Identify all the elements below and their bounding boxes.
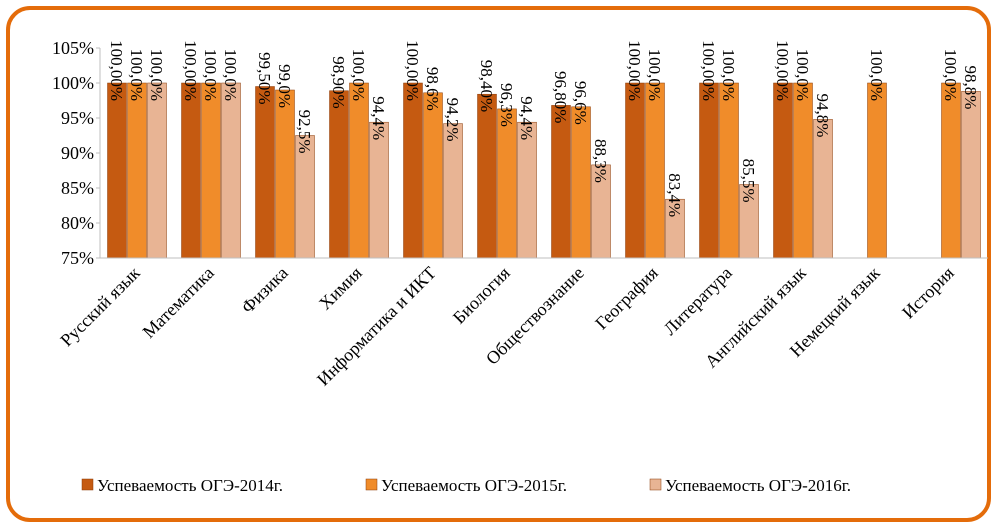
bar (329, 90, 349, 259)
bar (645, 82, 665, 259)
data-label: 100,00% (773, 40, 792, 101)
bar (107, 82, 127, 259)
data-label: 100,0% (867, 49, 886, 101)
y-tick-label: 95% (61, 108, 94, 128)
data-label: 100,0% (941, 49, 960, 101)
bar (773, 82, 793, 259)
data-label: 88,3% (591, 139, 610, 183)
bar (867, 82, 887, 259)
bar (793, 82, 813, 259)
bar (699, 82, 719, 259)
legend-marker (649, 478, 662, 491)
data-label: 100,0% (793, 49, 812, 101)
bar (369, 121, 389, 259)
bar (517, 121, 537, 259)
bar (275, 89, 295, 259)
data-label: 83,4% (665, 173, 684, 217)
data-label: 96,6% (571, 81, 590, 125)
data-label: 99,50% (255, 52, 274, 104)
bar (941, 82, 961, 259)
y-tick-label: 105% (52, 38, 94, 58)
legend-label: Успеваемость ОГЭ-2014г. (97, 476, 283, 495)
data-label: 92,5% (295, 110, 314, 154)
data-label: 96,80% (551, 71, 570, 123)
data-label: 100,0% (221, 49, 240, 101)
bar (813, 119, 833, 259)
y-tick-label: 100% (52, 73, 94, 93)
bar (961, 91, 981, 259)
data-label: 100,00% (181, 40, 200, 101)
bar (349, 82, 369, 259)
data-label: 100,0% (127, 49, 146, 101)
y-tick-label: 90% (61, 143, 94, 163)
data-label: 100,0% (147, 49, 166, 101)
y-tick-label: 80% (61, 213, 94, 233)
legend-label: Успеваемость ОГЭ-2016г. (665, 476, 851, 495)
data-label: 94,4% (369, 96, 388, 140)
data-label: 94,4% (517, 96, 536, 140)
bar (423, 92, 443, 259)
data-label: 98,6% (423, 67, 442, 111)
bar (403, 82, 423, 259)
bar (571, 106, 591, 259)
legend-label: Успеваемость ОГЭ-2015г. (381, 476, 567, 495)
data-label: 98,90% (329, 56, 348, 108)
bar (295, 135, 315, 259)
data-label: 100,0% (719, 49, 738, 101)
data-label: 85,5% (739, 159, 758, 203)
bar (221, 82, 241, 259)
y-tick-label: 75% (61, 248, 94, 268)
data-label: 100,00% (699, 40, 718, 101)
bar (201, 82, 221, 259)
bar (443, 123, 463, 259)
bar (127, 82, 147, 259)
bar (719, 82, 739, 259)
bar (551, 105, 571, 259)
data-label: 99,0% (275, 64, 294, 108)
chart-frame (6, 6, 991, 522)
data-label: 98,8% (961, 65, 980, 109)
data-label: 94,8% (813, 93, 832, 137)
data-label: 100,0% (645, 49, 664, 101)
bar (181, 82, 201, 259)
data-label: 100,0% (201, 49, 220, 101)
data-label: 94,2% (443, 98, 462, 142)
bar (147, 82, 167, 259)
data-label: 100,00% (403, 40, 422, 101)
data-label: 100,00% (107, 40, 126, 101)
y-tick-label: 85% (61, 178, 94, 198)
bar (625, 82, 645, 259)
data-label: 98,40% (477, 60, 496, 112)
data-label: 100,00% (625, 40, 644, 101)
bar (255, 86, 275, 259)
bar (477, 93, 497, 259)
legend-marker (365, 478, 378, 491)
bar (497, 108, 517, 259)
data-label: 96,3% (497, 83, 516, 127)
legend-marker (81, 478, 94, 491)
data-label: 100,0% (349, 49, 368, 101)
